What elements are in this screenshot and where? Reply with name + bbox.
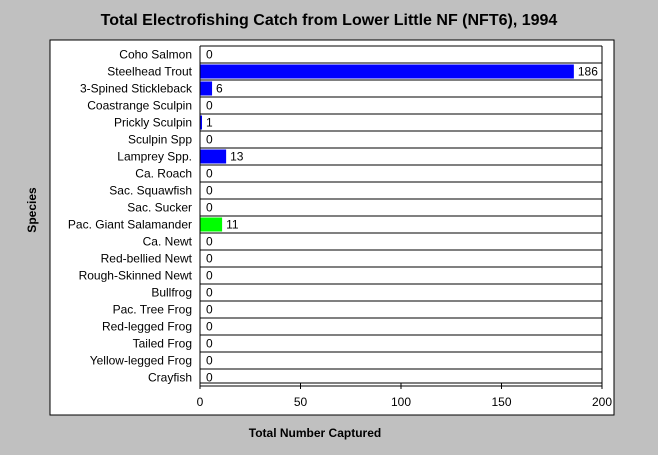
chart-title: Total Electrofishing Catch from Lower Li… (100, 12, 558, 29)
category-label: Pac. Giant Salamander (68, 218, 192, 232)
category-label: Pac. Tree Frog (113, 303, 192, 317)
value-label: 0 (206, 252, 213, 266)
value-label: 0 (206, 48, 213, 62)
value-label: 0 (206, 320, 213, 334)
category-label: Steelhead Trout (107, 65, 192, 79)
value-label: 0 (206, 337, 213, 351)
bar (200, 81, 213, 96)
category-label: Prickly Sculpin (114, 116, 192, 130)
category-label: Ca. Newt (143, 235, 193, 249)
category-label: Bullfrog (151, 286, 192, 300)
bar (200, 115, 203, 130)
category-label: Rough-Skinned Newt (79, 269, 193, 283)
value-label: 13 (230, 150, 244, 164)
category-label: Crayfish (148, 371, 192, 385)
value-label: 0 (206, 371, 213, 385)
category-label: Red-legged Frog (102, 320, 192, 334)
category-label: Sac. Squawfish (109, 184, 192, 198)
bar (200, 149, 227, 164)
value-label: 0 (206, 99, 213, 113)
value-label: 0 (206, 167, 213, 181)
value-label: 0 (206, 184, 213, 198)
category-label: Tailed Frog (133, 337, 192, 351)
value-label: 0 (206, 354, 213, 368)
bar (200, 217, 223, 232)
value-label: 0 (206, 269, 213, 283)
value-label: 0 (206, 133, 213, 147)
x-axis-title: Total Number Captured (248, 426, 382, 440)
category-label: Coastrange Sculpin (87, 99, 192, 113)
value-label: 0 (206, 235, 213, 249)
value-label: 6 (216, 82, 223, 96)
x-tick-label: 200 (592, 395, 612, 409)
value-label: 0 (206, 201, 213, 215)
category-label: Yellow-legged Frog (90, 354, 192, 368)
value-label: 0 (206, 286, 213, 300)
category-label: Lamprey Spp. (117, 150, 192, 164)
x-tick-label: 150 (491, 395, 511, 409)
category-label: Red-bellied Newt (101, 252, 193, 266)
bar (200, 64, 574, 79)
x-tick-label: 0 (197, 395, 204, 409)
category-label: Coho Salmon (119, 48, 192, 62)
category-label: Sculpin Spp (128, 133, 192, 147)
value-label: 0 (206, 303, 213, 317)
x-tick-label: 100 (391, 395, 411, 409)
value-label: 1 (206, 116, 213, 130)
value-label: 186 (578, 65, 598, 79)
category-label: Sac. Sucker (127, 201, 192, 215)
x-tick-label: 50 (294, 395, 308, 409)
category-label: Ca. Roach (135, 167, 192, 181)
value-label: 11 (226, 218, 239, 232)
category-label: 3-Spined Stickleback (80, 82, 193, 96)
